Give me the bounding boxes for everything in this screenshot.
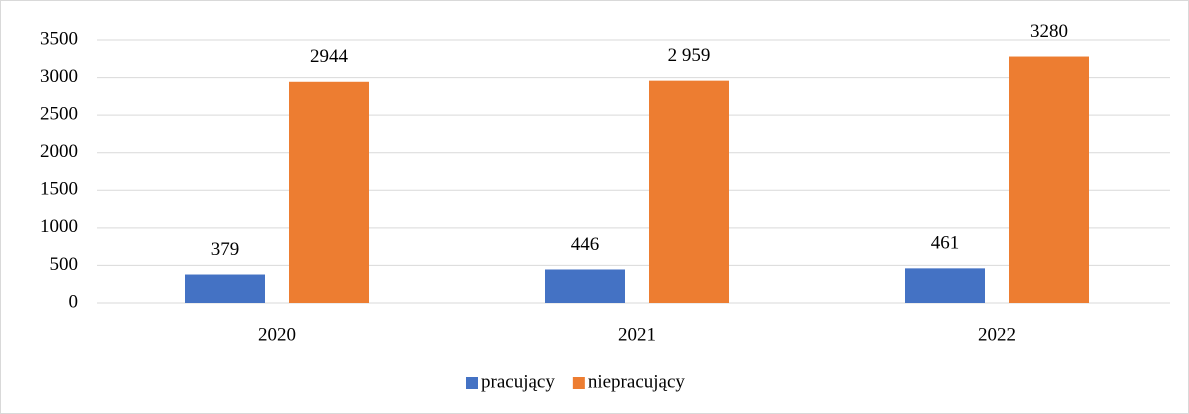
x-tick-label: 2021	[618, 324, 656, 345]
y-tick-label: 3500	[40, 28, 78, 49]
legend-label: niepracujący	[588, 371, 686, 392]
y-tick-label: 2000	[40, 141, 78, 162]
bar	[1009, 56, 1089, 303]
x-tick-label: 2020	[258, 324, 296, 345]
data-label: 379	[211, 239, 240, 260]
y-tick-label: 2500	[40, 104, 78, 125]
legend-swatch	[572, 377, 585, 389]
legend-label: pracujący	[481, 371, 555, 392]
y-tick-label: 500	[50, 254, 79, 275]
bar	[185, 274, 265, 303]
bar	[905, 268, 985, 303]
data-label: 461	[931, 233, 960, 254]
bar	[545, 269, 625, 303]
y-tick-label: 0	[69, 291, 79, 312]
y-tick-label: 1000	[40, 216, 78, 237]
data-label: 2944	[310, 46, 349, 67]
y-tick-label: 3000	[40, 66, 78, 87]
data-label: 2 959	[668, 45, 711, 66]
data-label: 446	[571, 234, 600, 255]
bar	[649, 80, 729, 303]
bar	[289, 81, 369, 304]
x-tick-label: 2022	[978, 324, 1016, 345]
data-label: 3280	[1030, 21, 1068, 42]
legend-swatch	[466, 377, 478, 389]
y-tick-label: 1500	[40, 179, 78, 200]
